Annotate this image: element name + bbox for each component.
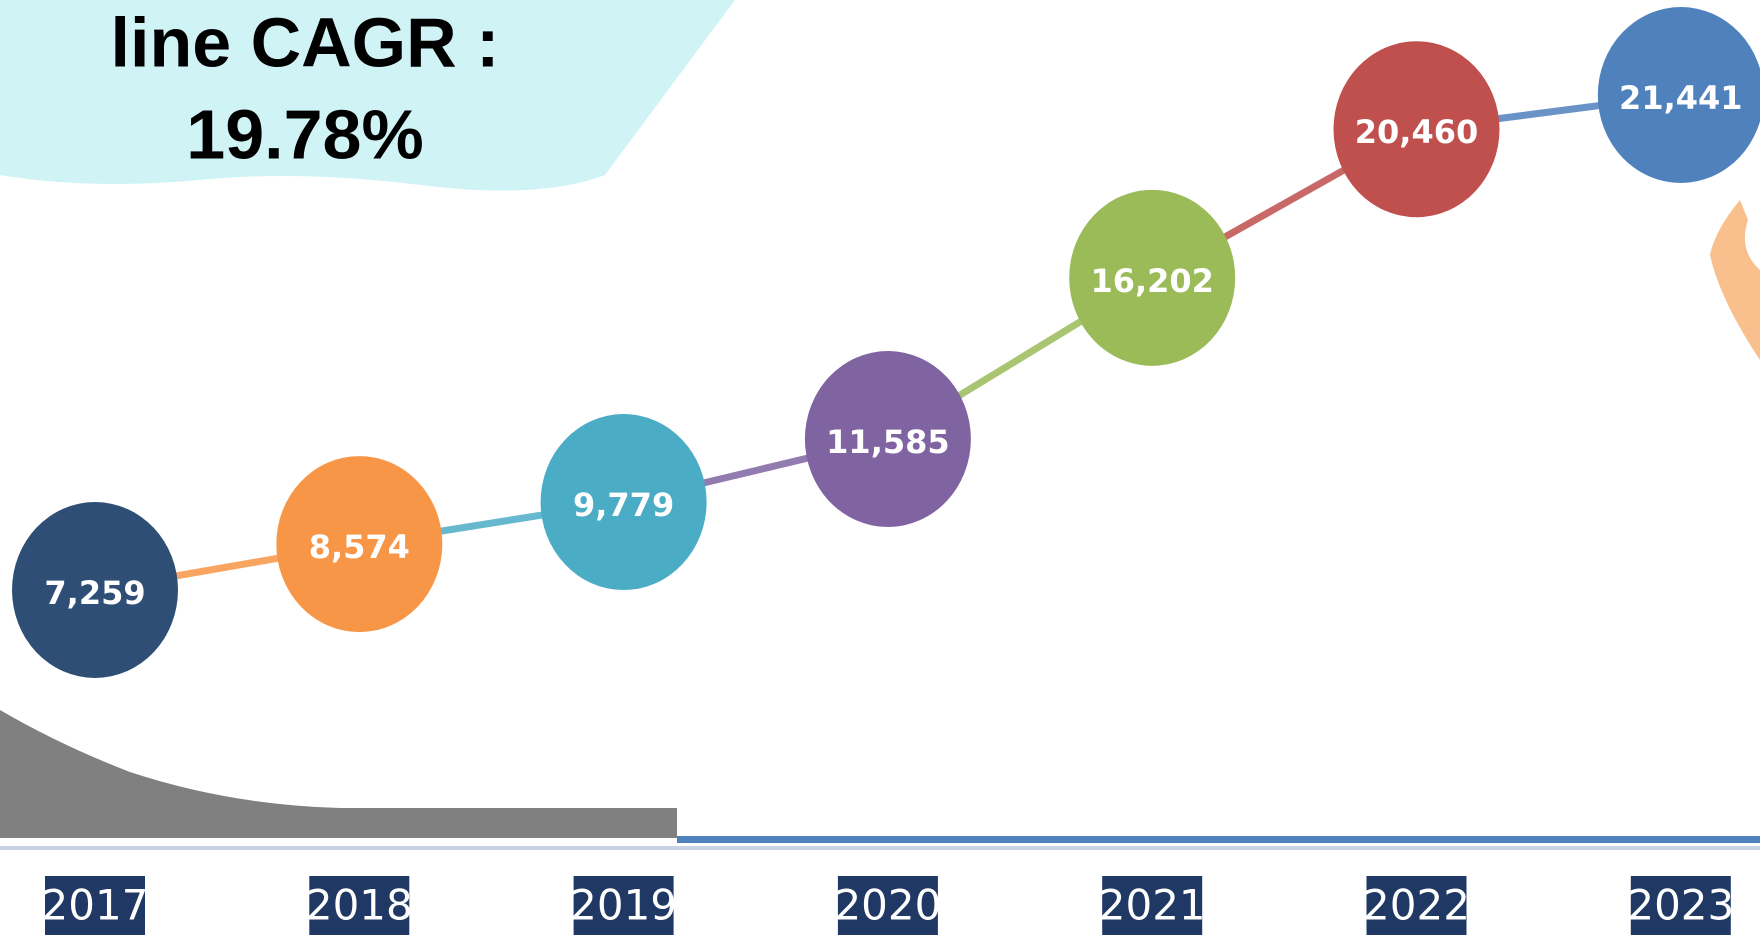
- year-box: [1630, 876, 1731, 935]
- x-tick-label: 2023: [1627, 881, 1734, 930]
- chart-title: line CAGR :: [111, 3, 500, 81]
- point-circle: [540, 414, 707, 591]
- baseline-shadow: [0, 846, 1760, 850]
- year-box: [1366, 876, 1467, 935]
- title-banner: [0, 0, 735, 191]
- x-tick-label: 2020: [834, 881, 941, 930]
- point-circle: [1333, 41, 1500, 218]
- figure-arm: [1710, 200, 1760, 360]
- value-label: 7,259: [44, 574, 145, 612]
- point-circle: [804, 351, 971, 528]
- value-label: 9,779: [573, 486, 674, 524]
- x-tick-label: 2022: [1363, 881, 1470, 930]
- x-tick-label: 2018: [306, 881, 413, 930]
- value-label: 16,202: [1090, 262, 1213, 300]
- point-circle: [1069, 189, 1236, 366]
- value-label: 11,585: [826, 423, 949, 461]
- year-box: [1102, 876, 1203, 935]
- value-label: 20,460: [1355, 113, 1478, 151]
- point-circle: [1597, 7, 1760, 183]
- value-label: 8,574: [309, 528, 410, 566]
- point-circle: [12, 502, 178, 678]
- year-box: [45, 876, 145, 935]
- x-tick-label: 2019: [570, 881, 677, 930]
- year-box: [309, 876, 410, 935]
- year-box: [573, 876, 674, 935]
- x-tick-label: 2021: [1099, 881, 1206, 930]
- ground-shape: [0, 710, 677, 838]
- year-box: [837, 876, 938, 935]
- baseline: [677, 836, 1760, 843]
- x-tick-label: 2017: [42, 881, 149, 930]
- value-label: 21,441: [1619, 79, 1742, 117]
- point-circle: [276, 456, 443, 633]
- chart-subtitle: 19.78%: [186, 95, 423, 173]
